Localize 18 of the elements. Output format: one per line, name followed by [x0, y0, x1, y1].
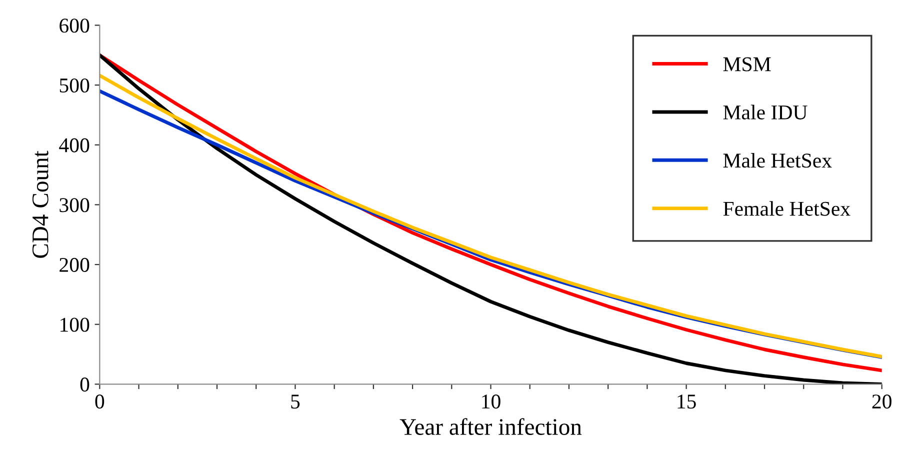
x-tick-label: 5	[291, 394, 300, 409]
x-tick-label: 0	[95, 394, 104, 409]
legend-label: Female HetSex	[723, 201, 850, 216]
y-tick-label: 0	[80, 378, 90, 392]
legend-label: MSM	[723, 57, 771, 72]
y-axis-title: CD4 Count	[32, 150, 48, 258]
x-tick-label: 20	[872, 394, 892, 409]
y-tick-label: 300	[60, 198, 90, 212]
y-tick-label: 600	[60, 18, 90, 33]
y-tick-label: 400	[59, 138, 90, 152]
y-tick-label: 200	[60, 258, 90, 272]
x-axis-title: Year after infection	[400, 418, 582, 435]
legend-label: Male HetSex	[723, 152, 832, 168]
y-tick-label: 500	[60, 78, 90, 92]
x-tick-label: 10	[482, 394, 500, 409]
x-tick-label: 15	[678, 394, 696, 409]
y-tick-label: 100	[60, 318, 90, 332]
legend-label: Male IDU	[723, 104, 808, 120]
